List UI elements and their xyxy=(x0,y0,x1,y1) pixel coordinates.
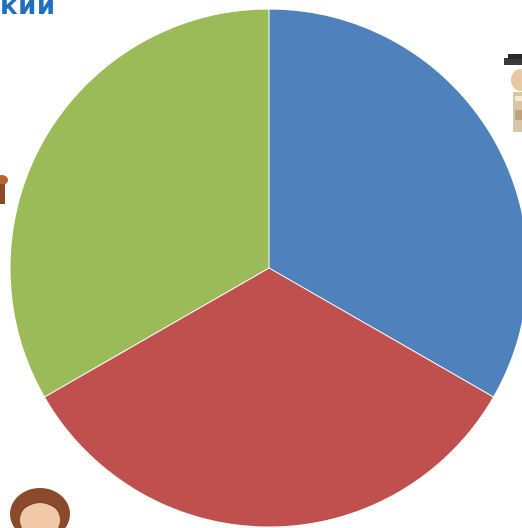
person-figure-left-icon xyxy=(0,175,8,204)
pie-slice-1 xyxy=(268,8,522,398)
graduate-figure-icon xyxy=(504,54,522,132)
slide-title-fragment: кий xyxy=(0,0,56,21)
pie-slice-3 xyxy=(9,8,270,398)
woman-avatar-icon xyxy=(10,488,70,528)
